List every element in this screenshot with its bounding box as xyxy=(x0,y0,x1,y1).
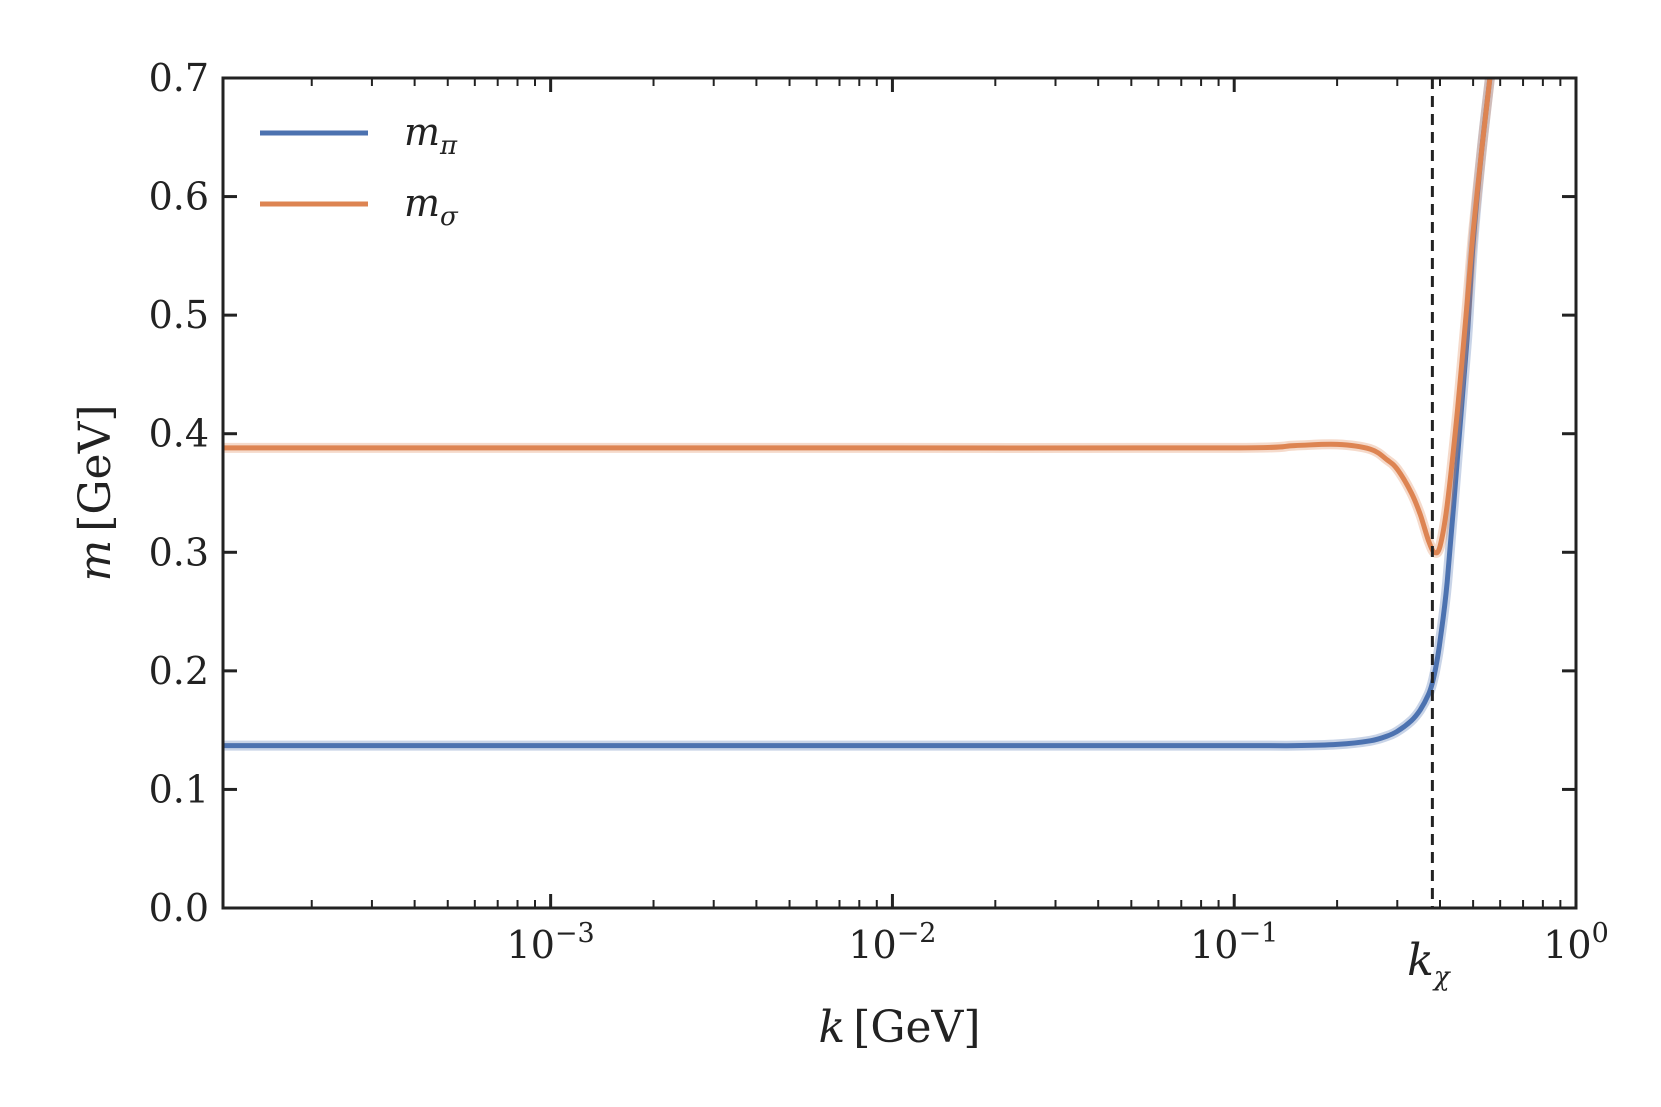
k-chi-label: kχ xyxy=(1407,935,1452,992)
x-axis-label: k [GeV] xyxy=(819,1002,981,1053)
x-tick-label: 10−3 xyxy=(507,918,595,967)
legend-label-m-pi-sub: π xyxy=(439,131,458,161)
plot-frame xyxy=(221,76,1578,910)
y-tick-label: 0.3 xyxy=(149,530,209,574)
x-tick-label: 10−1 xyxy=(1190,918,1278,967)
legend-label-m-sigma-sub: σ xyxy=(440,202,459,232)
x-tick-label: 100 xyxy=(1543,918,1609,967)
tick-label-layer: 0.0 0.1 0.2 0.3 0.4 0.5 0.6 0.7 10−3 10−2 10−1 100 k… xyxy=(149,56,1609,992)
series-layer xyxy=(223,78,1495,751)
x-tick-label: 10−2 xyxy=(848,918,936,967)
y-tick-label: 0.6 xyxy=(149,175,209,219)
y-tick-label: 0.7 xyxy=(149,56,209,100)
x-axis-label-var: k xyxy=(819,1002,846,1053)
tick-layer xyxy=(223,76,1578,910)
y-axis-label-var: m xyxy=(70,540,121,582)
legend-label-m-sigma-var: m xyxy=(404,181,440,225)
y-tick-label: 0.0 xyxy=(149,886,209,930)
y-tick-label: 0.4 xyxy=(149,412,209,456)
y-tick-label: 0.5 xyxy=(149,293,209,337)
x-axis-label-unit: [GeV] xyxy=(853,1002,980,1053)
series-m-pi-line xyxy=(223,78,1493,749)
series-m-sigma-line xyxy=(223,78,1493,556)
legend-label-m-pi-var: m xyxy=(404,110,440,154)
y-axis-label-unit: [GeV] xyxy=(70,404,121,531)
y-tick-label: 0.1 xyxy=(149,767,209,811)
series-m-pi-band xyxy=(223,78,1495,751)
legend: mπ mσ xyxy=(260,110,459,232)
legend-label-m-sigma: mσ xyxy=(404,181,459,232)
y-tick-label: 0.2 xyxy=(149,649,209,693)
y-axis-label: m [GeV] xyxy=(70,404,121,581)
legend-label-m-pi: mπ xyxy=(404,110,458,161)
